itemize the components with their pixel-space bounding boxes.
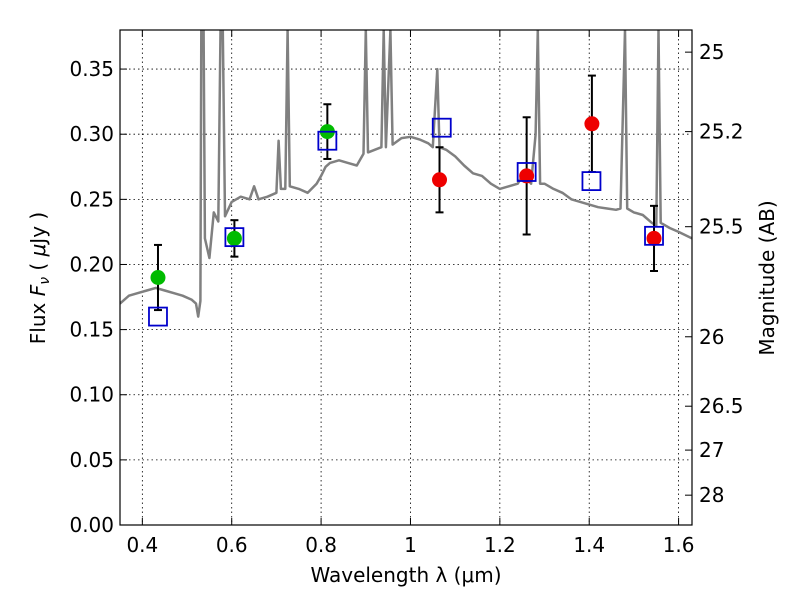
model-photometry-point	[148, 306, 168, 327]
x-tick-label: 1.4	[573, 533, 605, 557]
y2-tick-label: 25.2	[699, 120, 744, 144]
observed-points	[150, 116, 662, 285]
y2-axis-label: Magnitude (AB)	[755, 200, 779, 355]
x-tick-label: 0.4	[126, 533, 158, 557]
observed_nir-point	[646, 230, 662, 246]
model-photometry-point	[644, 225, 664, 246]
y-axis-label-part: (	[26, 256, 50, 277]
model-photometry-point	[224, 227, 245, 248]
y-axis-label-part: Flux	[26, 296, 50, 344]
errorbars	[153, 74, 659, 312]
y-axis-label: Flux Fν ( μJy )	[26, 212, 53, 344]
y2-tick-label: 26.5	[699, 394, 744, 418]
y-tick-label: 0.10	[69, 383, 114, 407]
x-axis-label: Wavelength λ (μm)	[310, 563, 501, 587]
y-axis-label-part: μ	[26, 244, 50, 258]
y2-axis: 25 25.2 25.5 26 26.5 27 28	[685, 40, 744, 507]
x-tick-label: 0.6	[216, 533, 248, 557]
model-photometry-point	[431, 117, 452, 138]
y2-tick-label: 25	[699, 40, 724, 64]
y-tick-label: 0.25	[69, 187, 114, 211]
model-photometry-point	[581, 171, 602, 192]
x-tick-label: 1.6	[663, 533, 695, 557]
y-tick-label: 0.05	[69, 448, 114, 472]
y2-tick-label: 28	[699, 483, 724, 507]
x-axis: 0.4 0.6 0.8 1 1.2 1.4 1.6	[126, 30, 695, 557]
y2-tick-label: 26	[699, 325, 724, 349]
x-tick-label: 1.2	[484, 533, 516, 557]
y2-tick-label: 25.5	[699, 215, 744, 239]
y-tick-label: 0.35	[69, 57, 114, 81]
observed_nir-point	[432, 172, 448, 188]
y-tick-label: 0.00	[69, 513, 114, 537]
y-tick-label: 0.15	[69, 318, 114, 342]
observed_optical-point	[226, 230, 242, 246]
observed_nir-point	[584, 116, 600, 132]
model-photometry-points	[148, 117, 664, 327]
plot-frame	[119, 29, 693, 526]
plot-area	[120, 30, 692, 327]
observed_optical-point	[150, 270, 166, 285]
x-tick-label: 1	[404, 533, 417, 557]
grid-lines	[120, 30, 692, 526]
y-tick-label: 0.30	[69, 122, 114, 146]
observed_nir-point	[519, 168, 535, 184]
model-photometry-point	[317, 130, 338, 151]
y-axis-label-part: ν	[37, 277, 53, 285]
y-tick-label: 0.20	[69, 252, 114, 276]
model-spectrum-line	[120, 30, 692, 318]
x-tick-label: 0.8	[305, 533, 337, 557]
y-axis-label-part: Jy )	[26, 212, 50, 246]
y2-tick-label: 27	[699, 438, 724, 462]
model-photometry-point	[516, 162, 537, 182]
y-axis: 0.00 0.05 0.10 0.15 0.20 0.25 0.30 0.35	[69, 57, 127, 537]
y-axis-label-part: F	[26, 284, 50, 296]
